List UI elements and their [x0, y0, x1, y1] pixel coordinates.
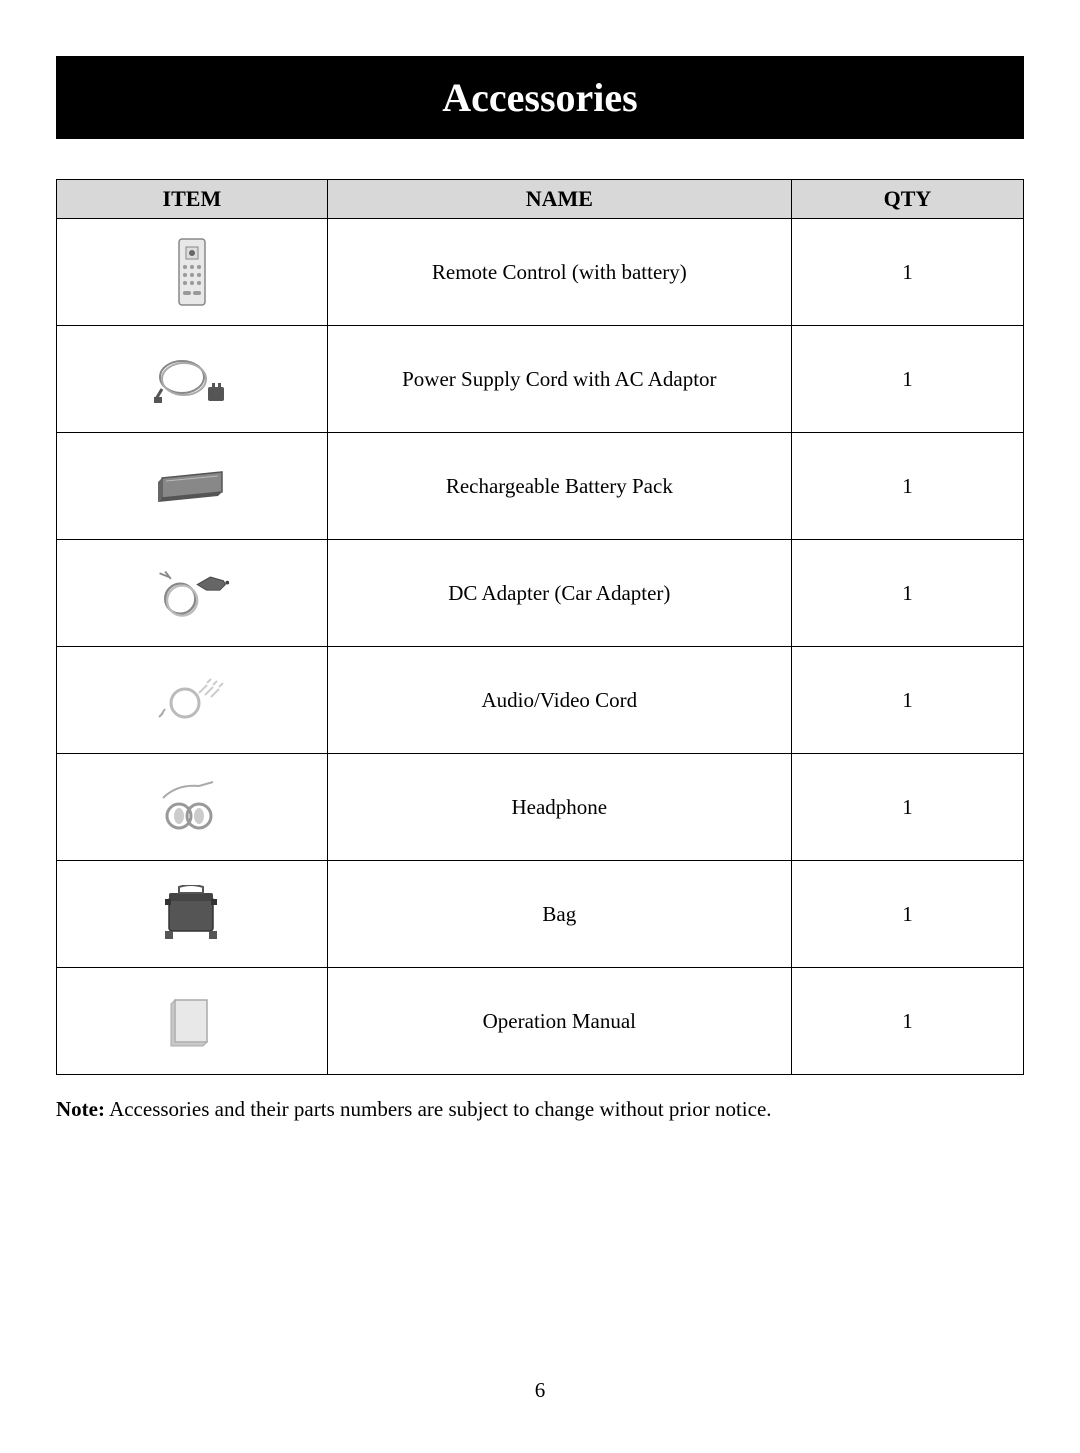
header-name: NAME [327, 180, 791, 219]
qty-cell: 1 [791, 219, 1023, 326]
car-adapter-icon [152, 553, 232, 633]
battery-pack-icon [152, 446, 232, 526]
content-area: ITEM NAME QTY [56, 179, 1024, 1122]
table-row: Bag 1 [57, 861, 1024, 968]
header-item: ITEM [57, 180, 328, 219]
name-cell: Headphone [327, 754, 791, 861]
headphone-icon [152, 767, 232, 847]
bag-icon [152, 874, 232, 954]
name-cell: Power Supply Cord with AC Adaptor [327, 326, 791, 433]
table-row: Rechargeable Battery Pack 1 [57, 433, 1024, 540]
item-cell [57, 326, 328, 433]
page-number: 6 [0, 1378, 1080, 1403]
table-row: Power Supply Cord with AC Adaptor 1 [57, 326, 1024, 433]
note-line: Note: Accessories and their parts number… [56, 1097, 1024, 1122]
qty-cell: 1 [791, 754, 1023, 861]
note-text: Accessories and their parts numbers are … [105, 1097, 772, 1121]
table-row: Headphone 1 [57, 754, 1024, 861]
qty-cell: 1 [791, 861, 1023, 968]
item-cell [57, 647, 328, 754]
item-cell [57, 540, 328, 647]
manual-icon [152, 981, 232, 1061]
page-title: Accessories [442, 75, 637, 120]
qty-cell: 1 [791, 647, 1023, 754]
name-cell: Audio/Video Cord [327, 647, 791, 754]
av-cord-icon [152, 660, 232, 740]
item-cell [57, 433, 328, 540]
qty-cell: 1 [791, 540, 1023, 647]
item-cell [57, 754, 328, 861]
qty-cell: 1 [791, 968, 1023, 1075]
item-cell [57, 219, 328, 326]
name-cell: Bag [327, 861, 791, 968]
name-cell: Remote Control (with battery) [327, 219, 791, 326]
item-cell [57, 968, 328, 1075]
table-row: Audio/Video Cord 1 [57, 647, 1024, 754]
name-cell: Rechargeable Battery Pack [327, 433, 791, 540]
header-qty: QTY [791, 180, 1023, 219]
table-row: Remote Control (with battery) 1 [57, 219, 1024, 326]
note-label: Note: [56, 1097, 105, 1121]
accessories-table: ITEM NAME QTY [56, 179, 1024, 1075]
qty-cell: 1 [791, 433, 1023, 540]
table-row: DC Adapter (Car Adapter) 1 [57, 540, 1024, 647]
ac-adaptor-icon [152, 339, 232, 419]
remote-control-icon [152, 232, 232, 312]
item-cell [57, 861, 328, 968]
name-cell: DC Adapter (Car Adapter) [327, 540, 791, 647]
name-cell: Operation Manual [327, 968, 791, 1075]
table-row: Operation Manual 1 [57, 968, 1024, 1075]
qty-cell: 1 [791, 326, 1023, 433]
page-header: Accessories [56, 56, 1024, 139]
table-header-row: ITEM NAME QTY [57, 180, 1024, 219]
